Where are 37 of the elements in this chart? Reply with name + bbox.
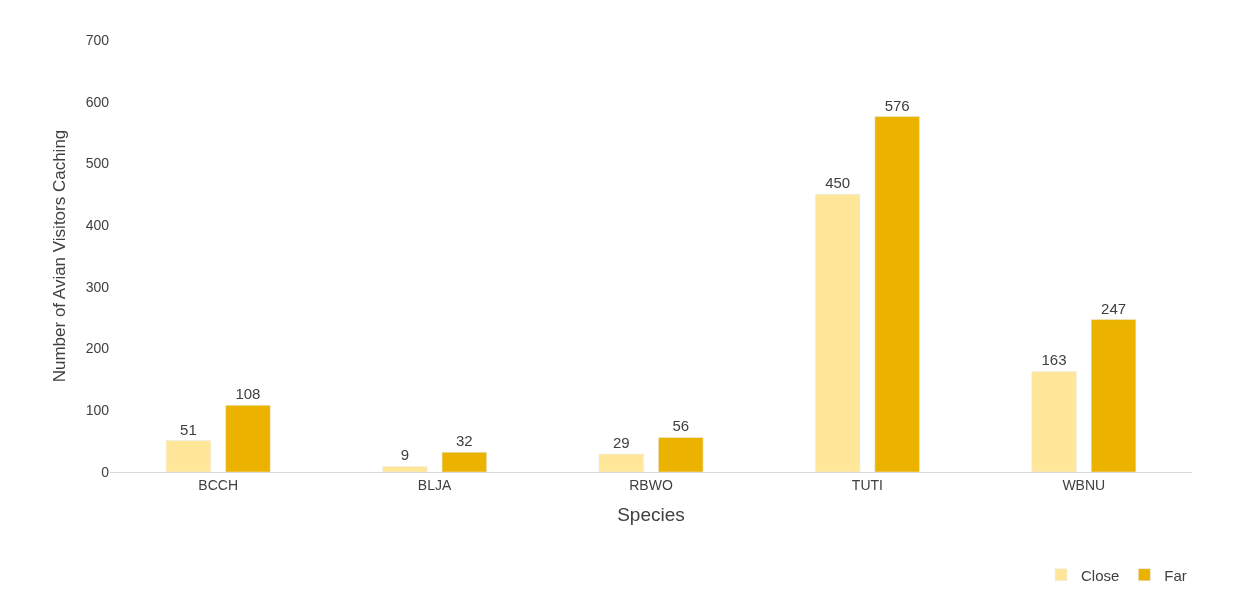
y-tick-label: 700 — [85, 31, 110, 48]
y-tick-label: 0 — [101, 463, 110, 480]
bar — [658, 437, 704, 472]
bar — [441, 452, 487, 472]
x-tick-label: BLJA — [417, 476, 452, 493]
data-label: 51 — [180, 420, 197, 438]
bar — [225, 405, 271, 472]
bar — [165, 440, 212, 472]
bar — [815, 194, 861, 472]
bar — [598, 453, 644, 472]
data-label: 108 — [235, 385, 261, 403]
y-tick-label: 600 — [85, 93, 110, 110]
y-tick-label: 100 — [85, 402, 110, 419]
x-tick-label: TUTI — [851, 476, 883, 493]
x-tick-label: WBNU — [1062, 476, 1106, 493]
bar — [1090, 319, 1137, 472]
bar — [382, 466, 428, 472]
y-tick-label: 400 — [85, 217, 110, 234]
data-label: 32 — [456, 432, 473, 450]
y-tick-label: 500 — [85, 155, 110, 172]
x-tick-label: RBWO — [629, 476, 673, 493]
data-label: 56 — [672, 417, 690, 435]
y-tick-label: 200 — [85, 340, 110, 357]
y-tick-label: 300 — [85, 278, 110, 295]
data-label: 450 — [825, 174, 851, 192]
bar — [1031, 371, 1077, 472]
legend-label: Close — [1081, 566, 1120, 584]
y-axis-title: Number of Avian Visitors Caching — [50, 129, 70, 383]
data-label: 247 — [1101, 299, 1127, 317]
bar — [874, 116, 920, 472]
x-tick-label: BCCH — [198, 476, 239, 493]
data-label: 163 — [1041, 351, 1067, 369]
legend-label: Far — [1164, 566, 1187, 584]
data-label: 29 — [612, 434, 630, 452]
data-label: 9 — [400, 446, 410, 464]
data-label: 576 — [884, 96, 910, 114]
x-axis-title: Species — [617, 503, 685, 525]
